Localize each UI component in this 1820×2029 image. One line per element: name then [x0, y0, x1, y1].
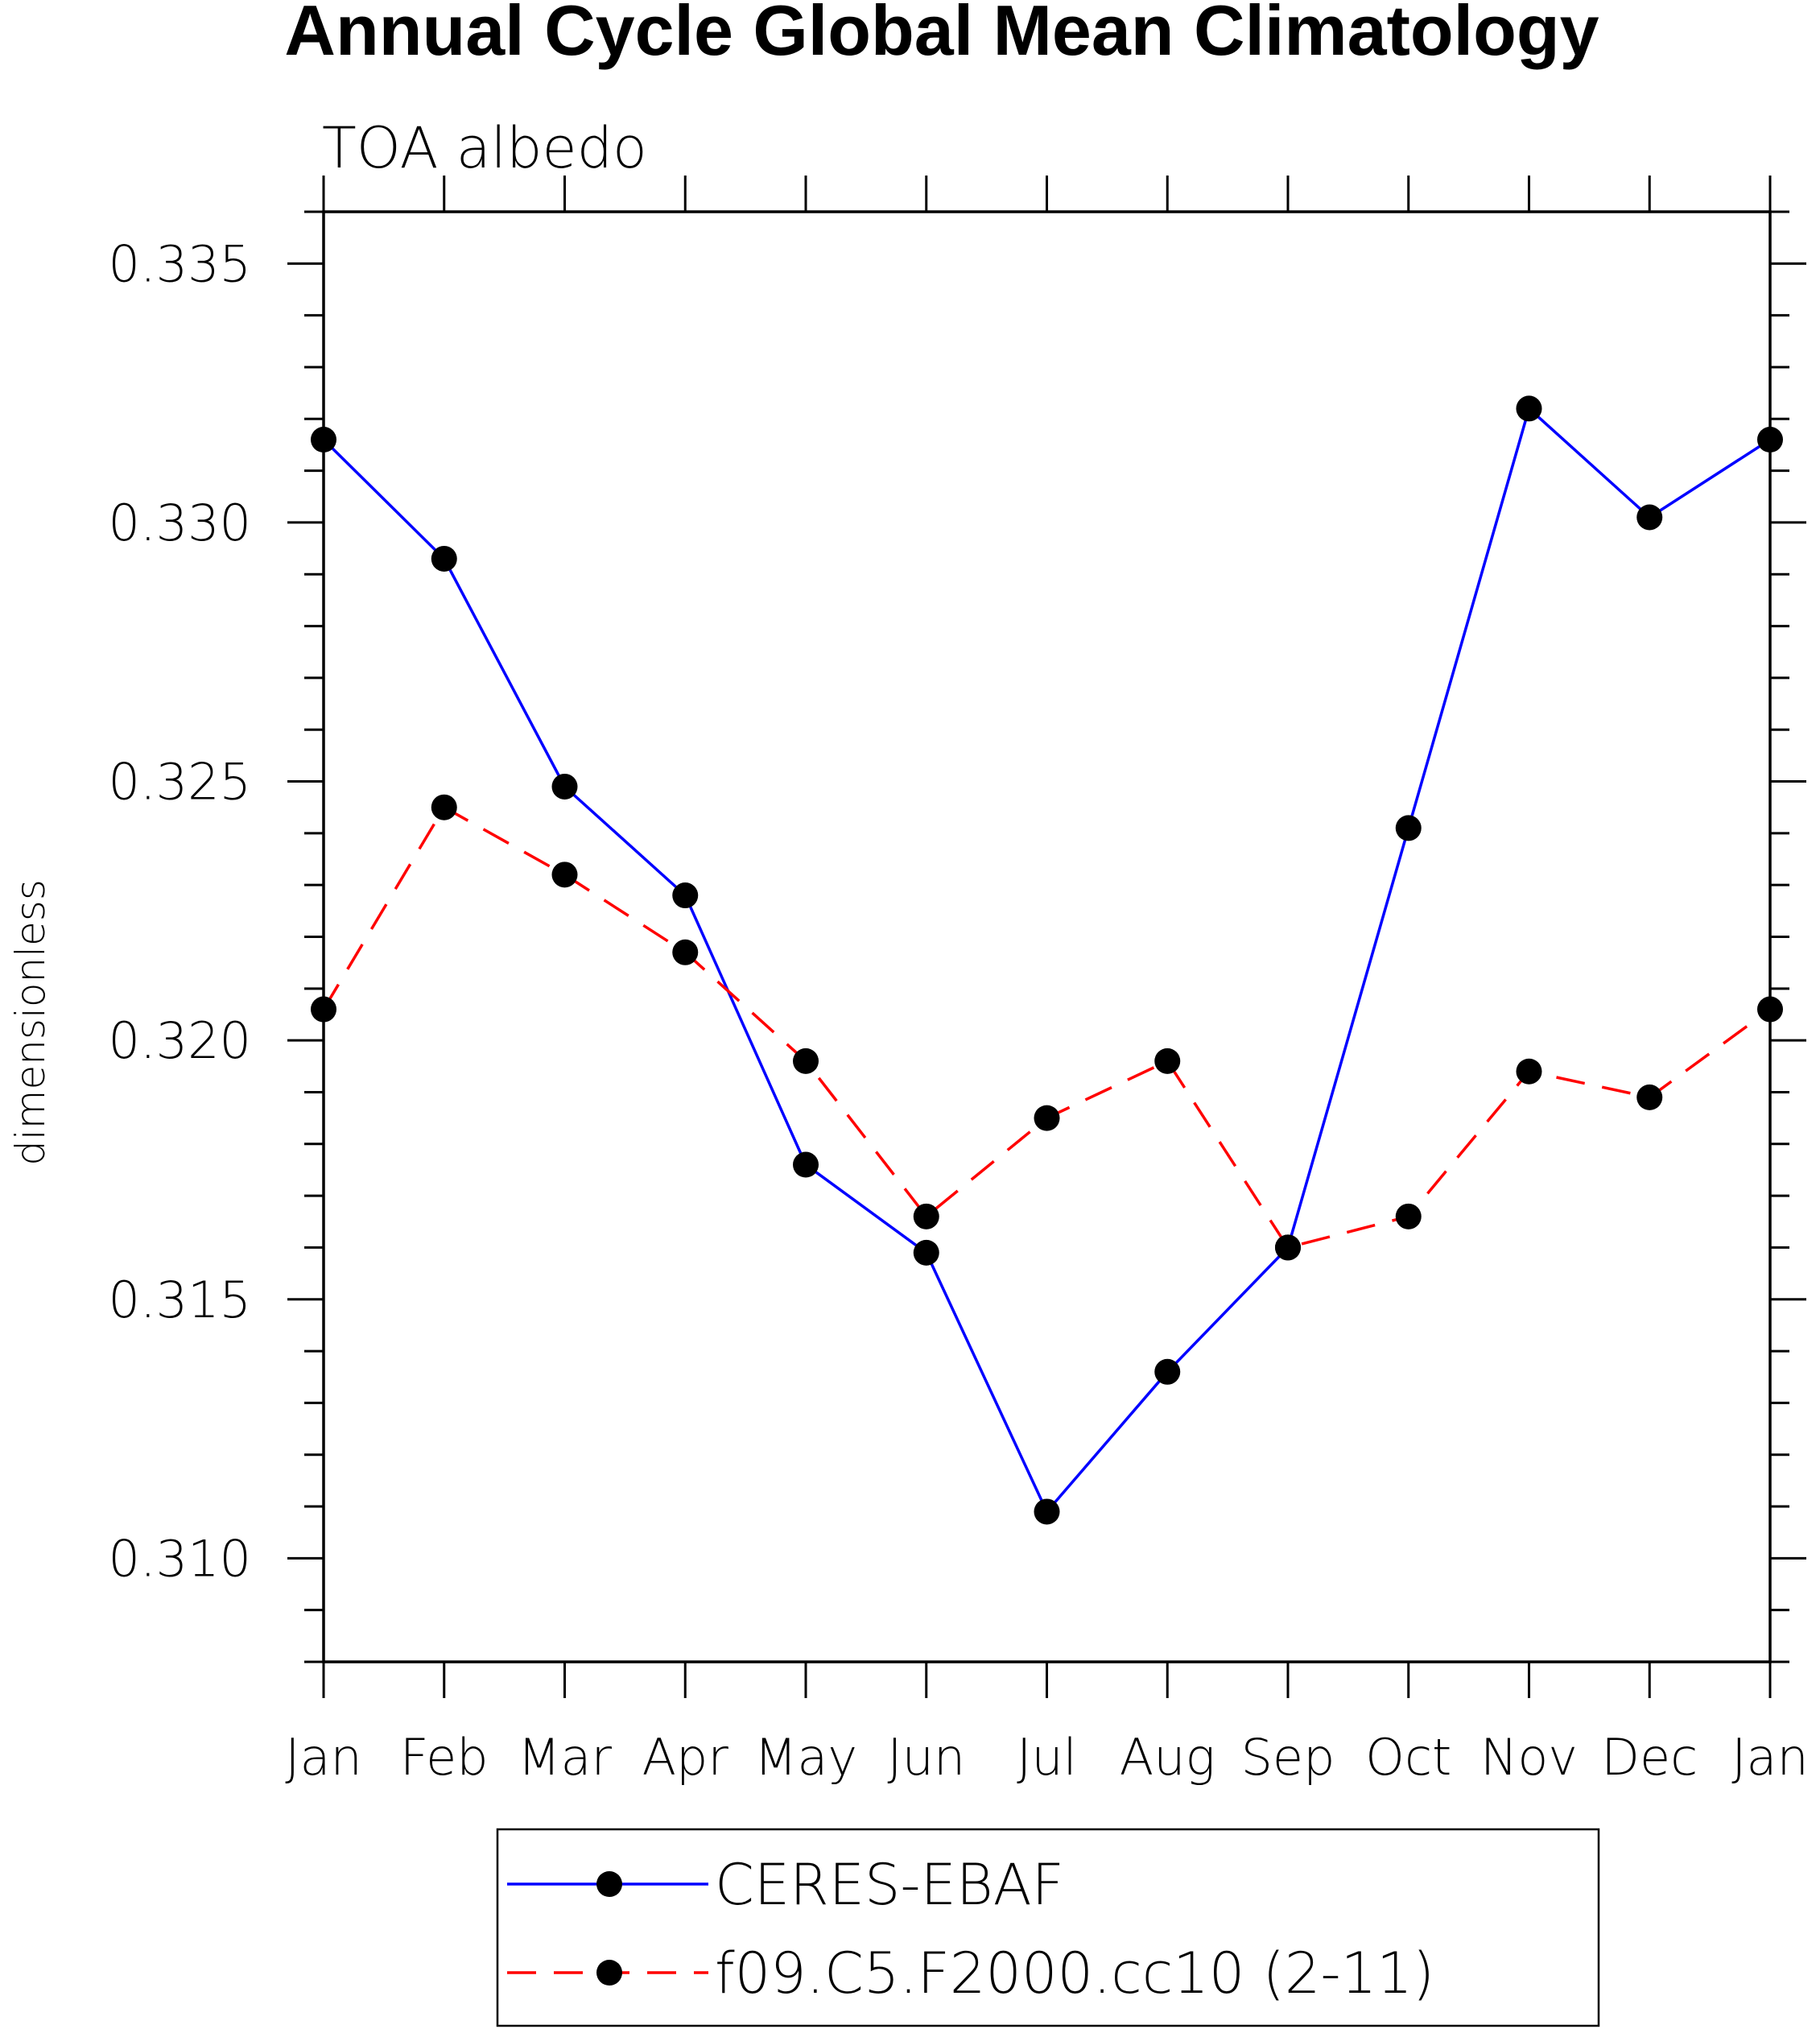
x-tick-label: Apr: [642, 1728, 729, 1787]
data-point-series-1: [672, 882, 699, 909]
x-tick-label: May: [754, 1728, 857, 1787]
chart-title: Annual Cycle Global Mean Climatology: [284, 0, 1599, 70]
data-point-series-2: [1154, 1048, 1181, 1074]
data-point-series-2: [1516, 1058, 1542, 1085]
x-tick-label: Oct: [1365, 1728, 1451, 1787]
data-point-series-2: [1757, 996, 1783, 1023]
data-point-series-1: [1395, 815, 1422, 841]
axis-ticks: [287, 176, 1806, 1698]
data-point-series-1: [913, 1239, 939, 1266]
legend-box: [496, 1828, 1600, 2027]
data-point-series-2: [1275, 1234, 1301, 1261]
x-tick-label: Dec: [1601, 1728, 1698, 1787]
data-point-series-1: [1757, 427, 1783, 453]
data-point-series-1: [311, 427, 336, 453]
series-line-2: [322, 805, 1772, 1250]
legend-label-series-1: CERES-EBAF: [715, 1852, 1064, 1918]
chart-subtitle: TOA albedo: [322, 115, 647, 181]
x-tick-label: Nov: [1480, 1728, 1578, 1787]
series-markers: [311, 395, 1783, 1525]
data-point-series-2: [1636, 1084, 1663, 1110]
data-point-series-2: [551, 862, 578, 888]
data-point-series-2: [431, 794, 457, 820]
series-line-1: [322, 407, 1771, 1514]
x-tick-labels: Jan Feb Mar Apr May Jun Jul Aug Sep Oct Nov Dec Jan: [285, 1728, 1809, 1787]
data-point-series-1: [431, 545, 457, 572]
legend-label-series-2: f09.C5.F2000.cc10 (2-11): [715, 1940, 1434, 2006]
series-lines: [322, 407, 1772, 1514]
x-tick-label: Feb: [400, 1728, 489, 1787]
data-point-series-1: [793, 1151, 819, 1178]
data-point-series-2: [793, 1048, 819, 1074]
y-tick-label: 0.330: [109, 494, 252, 552]
y-tick-label: 0.320: [109, 1011, 252, 1070]
data-point-series-2: [1034, 1105, 1060, 1131]
data-point-series-1: [1636, 504, 1663, 531]
legend-marker-series-1: [596, 1871, 622, 1897]
y-tick-label: 0.335: [109, 234, 252, 293]
data-point-series-2: [311, 996, 336, 1023]
x-tick-label: Jan: [285, 1728, 362, 1787]
data-point-series-1: [1034, 1498, 1060, 1525]
x-tick-label: Aug: [1120, 1728, 1215, 1787]
data-point-series-1: [1154, 1358, 1181, 1385]
x-tick-label: Jan: [1731, 1728, 1809, 1787]
legend-marker-series-2: [596, 1960, 622, 1986]
y-tick-label: 0.315: [109, 1271, 252, 1329]
y-axis-label: dimensionless: [7, 879, 54, 1166]
data-point-series-1: [1516, 395, 1542, 422]
y-tick-label: 0.325: [109, 753, 252, 812]
x-tick-label: Jun: [887, 1728, 965, 1787]
y-tick-label: 0.310: [109, 1529, 252, 1588]
data-point-series-2: [913, 1203, 939, 1229]
x-tick-label: Sep: [1241, 1728, 1335, 1787]
y-tick-labels: 0.310 0.315 0.320 0.325 0.330 0.335: [109, 234, 252, 1588]
data-point-series-1: [551, 773, 578, 800]
data-point-series-2: [1395, 1203, 1422, 1229]
data-point-series-2: [672, 939, 699, 965]
legend: CERES-EBAF f09.C5.F2000.cc10 (2-11): [496, 1828, 1600, 2027]
x-tick-label: Mar: [518, 1728, 612, 1787]
x-tick-label: Jul: [1017, 1728, 1077, 1787]
